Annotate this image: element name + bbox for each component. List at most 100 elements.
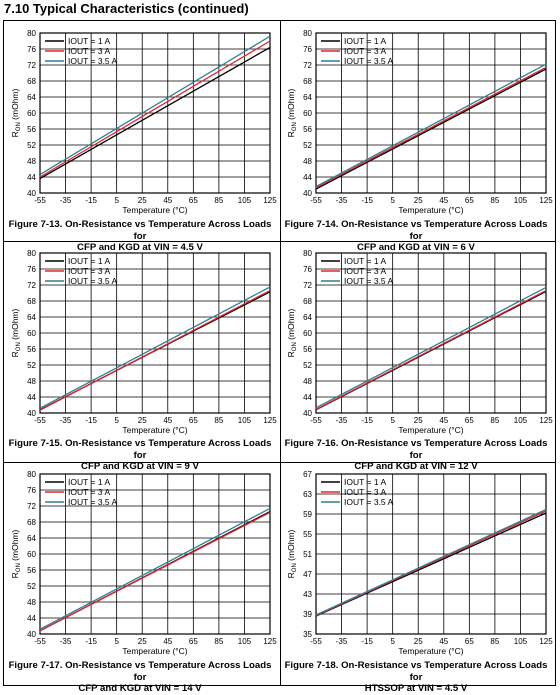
x-tick-label: 5: [114, 196, 119, 205]
y-tick-label: 80: [27, 249, 36, 258]
x-tick-label: -35: [336, 196, 348, 205]
y-tick-label: 44: [27, 614, 36, 623]
y-tick-label: 72: [303, 61, 312, 70]
y-tick-label: 76: [303, 45, 312, 54]
y-tick-label: 60: [303, 329, 312, 338]
series-iout-3a-legend-label: IOUT = 3 A: [344, 46, 386, 56]
y-axis-label: RON (mOhm): [286, 309, 298, 358]
x-tick-label: 25: [138, 637, 147, 646]
x-tick-label: 25: [414, 416, 423, 425]
series-iout-3-5a-line: [39, 286, 271, 409]
figure-7-14: -55 -35 -15 5 25 45 65 85 105 125 40 44 48 52 56 60 64 68…: [280, 21, 556, 253]
y-tick-label: 40: [303, 409, 312, 418]
y-tick-label: 55: [303, 530, 312, 539]
x-tick-label: -55: [34, 637, 46, 646]
series-iout-3a-legend-label: IOUT = 3 A: [68, 266, 110, 276]
caption-line-2: CFP and KGD at VIN = 12 V: [354, 461, 478, 472]
y-axis-label-sub: ON: [292, 342, 298, 351]
y-tick-label: 72: [27, 61, 36, 70]
y-tick-label: 52: [27, 141, 36, 150]
series-iout-1a-line: [315, 512, 547, 617]
y-axis-label: RON (mOhm): [10, 89, 22, 138]
caption-line-1: Figure 7-17. On-Resistance vs Temperatur…: [8, 660, 272, 683]
x-axis-label: Temperature (°C): [398, 425, 463, 435]
caption-line-1: Figure 7-16. On-Resistance vs Temperatur…: [284, 438, 548, 461]
x-tick-label: 125: [539, 196, 553, 205]
series-iout-3a-legend-label: IOUT = 3 A: [68, 46, 110, 56]
y-tick-label: 56: [27, 566, 36, 575]
caption-line-1: Figure 7-15. On-Resistance vs Temperatur…: [8, 438, 272, 461]
y-axis-label-main: R: [10, 131, 20, 137]
y-tick-label: 47: [303, 570, 312, 579]
y-tick-label: 40: [27, 189, 36, 198]
y-tick-label: 51: [303, 550, 312, 559]
y-tick-label: 59: [303, 510, 312, 519]
x-tick-label: 25: [138, 196, 147, 205]
y-axis-label-sub: ON: [16, 122, 22, 131]
y-tick-label: 52: [303, 141, 312, 150]
y-tick-label: 80: [303, 249, 312, 258]
series-iout-3-5a-line: [315, 508, 547, 616]
figure-7-15: -55 -35 -15 5 25 45 65 85 105 125 40 44 48 52 56 60 64 68…: [4, 241, 278, 472]
chart-7-14: -55 -35 -15 5 25 45 65 85 105 125 40 44 48 52 56 60 64 68…: [286, 29, 553, 215]
x-tick-label: 105: [238, 416, 252, 425]
y-tick-label: 64: [27, 534, 36, 543]
figure-7-13: -55 -35 -15 5 25 45 65 85 105 125 40 44 48 52 56 60 64 68…: [4, 21, 278, 253]
y-axis-label-unit: (mOhm): [286, 309, 296, 343]
chart-7-17: -55 -35 -15 5 25 45 65 85 105 125 40 44 48 52 56 60 64 68…: [10, 470, 277, 656]
y-tick-label: 40: [303, 189, 312, 198]
y-tick-label: 44: [27, 393, 36, 402]
x-tick-label: -55: [310, 637, 322, 646]
y-axis-label-sub: ON: [16, 342, 22, 351]
x-tick-label: -15: [361, 416, 373, 425]
x-tick-label: 85: [214, 637, 223, 646]
plot-area: [39, 473, 271, 635]
x-tick-label: 45: [439, 637, 448, 646]
x-tick-label: 105: [514, 416, 528, 425]
y-tick-label: 72: [303, 281, 312, 290]
series-iout-3a-legend-label: IOUT = 3 A: [68, 487, 110, 497]
y-tick-label: 52: [27, 582, 36, 591]
x-tick-label: 25: [414, 637, 423, 646]
x-tick-label: 85: [490, 196, 499, 205]
x-tick-label: -35: [60, 637, 72, 646]
x-tick-label: 45: [163, 196, 172, 205]
x-tick-label: 65: [465, 637, 474, 646]
plot-area: [39, 252, 271, 414]
x-tick-label: 5: [390, 416, 395, 425]
series-iout-3-5a-line: [39, 35, 271, 176]
y-axis-label-main: R: [286, 131, 296, 137]
y-tick-label: 48: [303, 157, 312, 166]
y-tick-label: 60: [303, 109, 312, 118]
x-tick-label: -15: [361, 637, 373, 646]
x-tick-label: 65: [189, 637, 198, 646]
y-axis-label-unit: (mOhm): [286, 89, 296, 123]
y-tick-label: 44: [303, 173, 312, 182]
y-axis-label-unit: (mOhm): [10, 530, 20, 564]
figure-7-16: -55 -35 -15 5 25 45 65 85 105 125 40 44 48 52 56 60 64 68…: [280, 241, 556, 472]
y-tick-label: 44: [303, 393, 312, 402]
series-iout-3-5a-line: [39, 507, 271, 630]
column-divider: [280, 21, 281, 685]
x-tick-label: 125: [263, 416, 277, 425]
y-tick-label: 56: [27, 125, 36, 134]
x-tick-label: 65: [189, 196, 198, 205]
y-tick-label: 76: [303, 265, 312, 274]
figure-7-16-caption: Figure 7-16. On-Resistance vs Temperatur…: [280, 438, 552, 473]
y-tick-label: 80: [27, 470, 36, 479]
y-tick-label: 60: [27, 329, 36, 338]
plot-area: [315, 473, 547, 635]
figure-7-17-caption: Figure 7-17. On-Resistance vs Temperatur…: [4, 660, 276, 695]
y-tick-label: 67: [303, 470, 312, 479]
caption-line-1: Figure 7-13. On-Resistance vs Temperatur…: [8, 219, 272, 242]
y-tick-label: 52: [303, 361, 312, 370]
x-tick-label: 85: [214, 196, 223, 205]
y-tick-label: 76: [27, 265, 36, 274]
y-axis-label: RON (mOhm): [286, 89, 298, 138]
series-iout-3a-legend-label: IOUT = 3 A: [344, 487, 386, 497]
y-axis-label-main: R: [286, 572, 296, 578]
x-tick-label: 105: [238, 637, 252, 646]
